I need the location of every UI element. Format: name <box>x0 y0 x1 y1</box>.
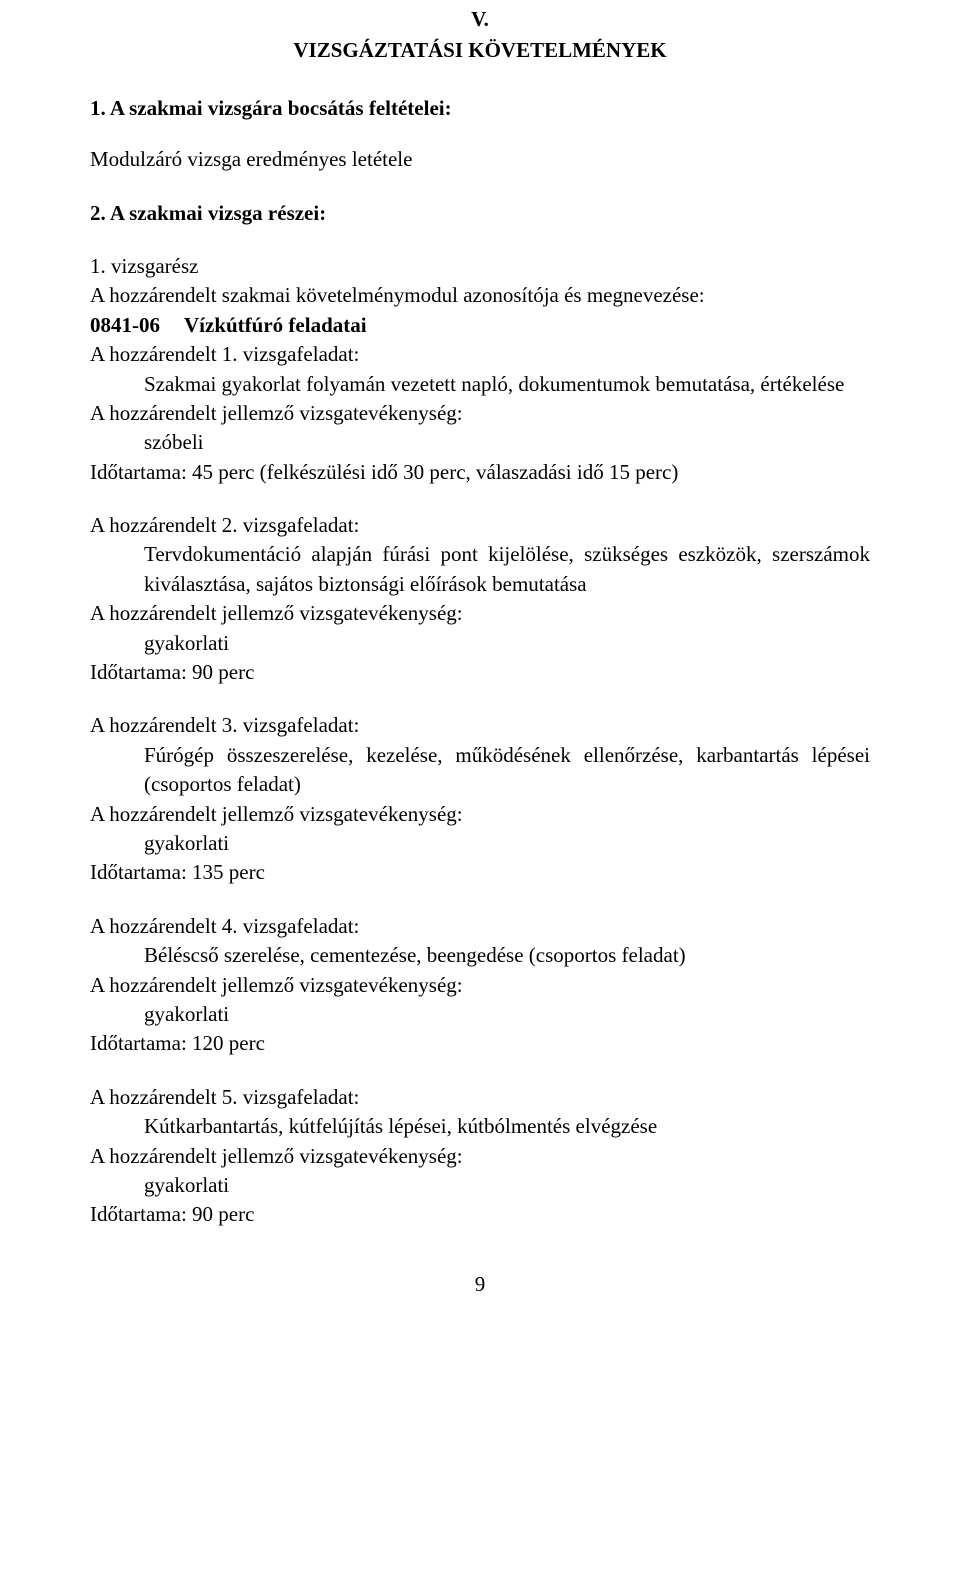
task5-act-value: gyakorlati <box>90 1171 870 1200</box>
task2-act-value: gyakorlati <box>90 629 870 658</box>
task3-act-label: A hozzárendelt jellemző vizsgatevékenysé… <box>90 800 870 829</box>
task4-act-value: gyakorlati <box>90 1000 870 1029</box>
section-roman: V. <box>90 5 870 34</box>
exam-part-line2: A hozzárendelt szakmai követelménymodul … <box>90 281 870 310</box>
task2-act-label: A hozzárendelt jellemző vizsgatevékenysé… <box>90 599 870 628</box>
task1-desc: Szakmai gyakorlat folyamán vezetett napl… <box>90 370 870 399</box>
task3-title: A hozzárendelt 3. vizsgafeladat: <box>90 711 870 740</box>
task1-title: A hozzárendelt 1. vizsgafeladat: <box>90 340 870 369</box>
module-name: Vízkútfúró feladatai <box>184 311 367 340</box>
item1-heading: 1. A szakmai vizsgára bocsátás feltétele… <box>90 94 870 123</box>
task2-desc: Tervdokumentáció alapján fúrási pont kij… <box>90 540 870 599</box>
task1-duration: Időtartama: 45 perc (felkészülési idő 30… <box>90 458 870 487</box>
task2-title: A hozzárendelt 2. vizsgafeladat: <box>90 511 870 540</box>
task4-title: A hozzárendelt 4. vizsgafeladat: <box>90 912 870 941</box>
page-number: 9 <box>90 1270 870 1299</box>
task3-desc: Fúrógép összeszerelése, kezelése, működé… <box>90 741 870 800</box>
task4-act-label: A hozzárendelt jellemző vizsgatevékenysé… <box>90 971 870 1000</box>
module-code: 0841-06 <box>90 311 160 340</box>
task1-act-label: A hozzárendelt jellemző vizsgatevékenysé… <box>90 399 870 428</box>
task5-duration: Időtartama: 90 perc <box>90 1200 870 1229</box>
item1-body: Modulzáró vizsga eredményes letétele <box>90 145 870 174</box>
task5-desc: Kútkarbantartás, kútfelújítás lépései, k… <box>90 1112 870 1141</box>
task1-act-value: szóbeli <box>90 428 870 457</box>
task5-act-label: A hozzárendelt jellemző vizsgatevékenysé… <box>90 1142 870 1171</box>
task4-duration: Időtartama: 120 perc <box>90 1029 870 1058</box>
task4-desc: Béléscső szerelése, cementezése, beenged… <box>90 941 870 970</box>
task2-duration: Időtartama: 90 perc <box>90 658 870 687</box>
item2-heading: 2. A szakmai vizsga részei: <box>90 199 870 228</box>
module-line: 0841-06 Vízkútfúró feladatai <box>90 311 870 340</box>
exam-part-line1: 1. vizsgarész <box>90 252 870 281</box>
section-title: VIZSGÁZTATÁSI KÖVETELMÉNYEK <box>90 36 870 65</box>
task5-title: A hozzárendelt 5. vizsgafeladat: <box>90 1083 870 1112</box>
task3-duration: Időtartama: 135 perc <box>90 858 870 887</box>
task3-act-value: gyakorlati <box>90 829 870 858</box>
